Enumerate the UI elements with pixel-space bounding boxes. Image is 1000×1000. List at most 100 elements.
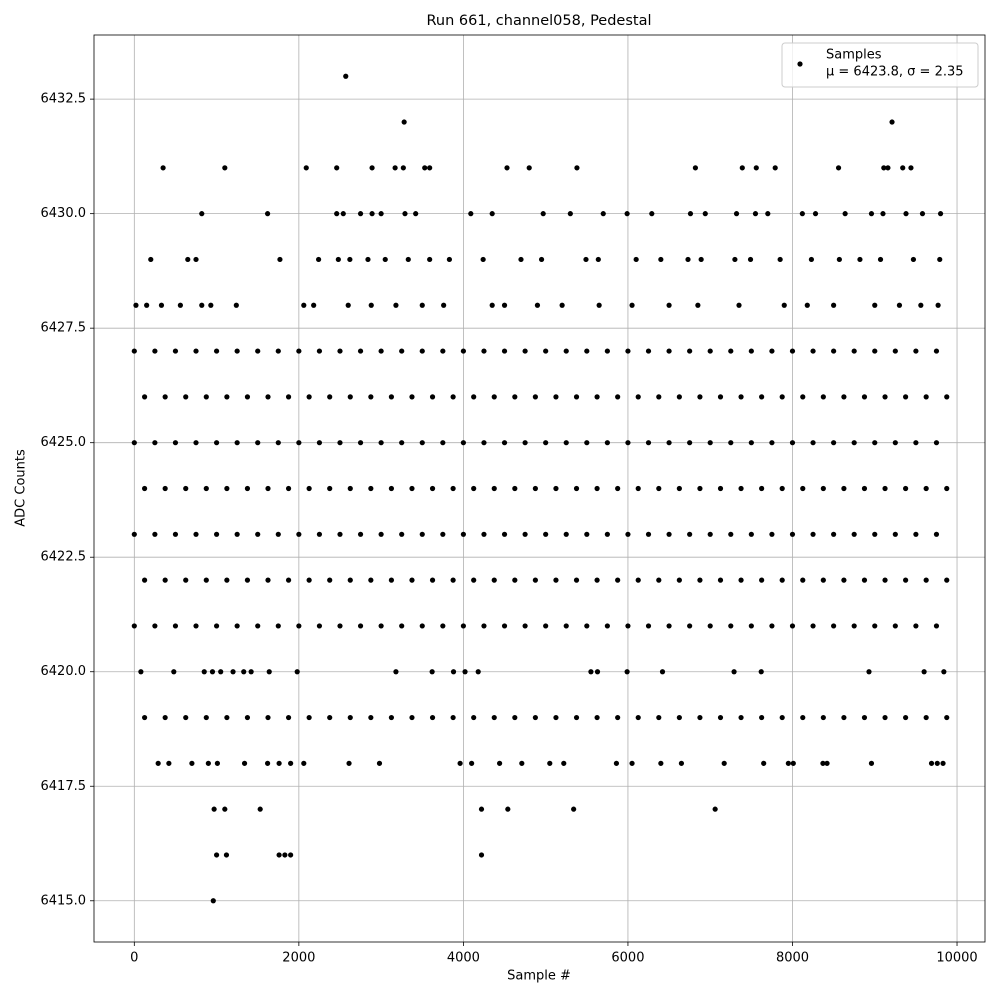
- data-point: [419, 348, 425, 354]
- data-point: [685, 256, 691, 263]
- data-point: [306, 577, 312, 583]
- data-point: [224, 714, 230, 721]
- data-point: [471, 485, 477, 492]
- data-point: [658, 760, 664, 766]
- data-point: [559, 302, 565, 308]
- data-point: [413, 211, 419, 217]
- data-point: [244, 714, 251, 721]
- data-point: [480, 256, 486, 263]
- data-point: [918, 302, 924, 308]
- data-point: [491, 577, 497, 583]
- data-point: [903, 577, 909, 583]
- data-point: [255, 623, 261, 629]
- data-point: [697, 577, 703, 583]
- data-point: [736, 302, 742, 308]
- data-point: [877, 256, 884, 263]
- data-point: [471, 714, 477, 721]
- data-point: [469, 760, 475, 766]
- data-point: [193, 623, 199, 629]
- data-point: [759, 714, 765, 721]
- data-point: [697, 394, 703, 400]
- data-point: [543, 348, 549, 354]
- data-point: [738, 577, 744, 583]
- data-point: [747, 256, 754, 263]
- data-point: [429, 394, 436, 400]
- data-point: [316, 256, 322, 263]
- data-point: [659, 669, 666, 675]
- data-point: [141, 394, 148, 400]
- data-point: [625, 348, 631, 354]
- data-point: [440, 440, 446, 446]
- data-point: [265, 394, 271, 400]
- data-point: [835, 165, 842, 171]
- data-point: [656, 577, 662, 583]
- data-point: [489, 211, 495, 217]
- data-point: [656, 394, 662, 400]
- data-point: [604, 348, 610, 354]
- data-point: [496, 760, 503, 766]
- data-point: [561, 760, 567, 766]
- data-point: [172, 348, 179, 354]
- data-point: [941, 669, 947, 675]
- data-point: [327, 394, 333, 400]
- data-point: [265, 485, 271, 492]
- data-point: [462, 669, 468, 675]
- data-point: [172, 623, 179, 629]
- data-point: [759, 577, 765, 583]
- data-point: [419, 302, 425, 308]
- data-point: [882, 714, 888, 721]
- data-point: [131, 440, 137, 446]
- data-point: [166, 760, 172, 766]
- data-point: [717, 485, 724, 492]
- data-point: [275, 440, 281, 446]
- legend-box: [781, 42, 979, 88]
- data-point: [702, 211, 708, 217]
- data-point: [177, 302, 183, 308]
- grid: [94, 35, 985, 942]
- data-point: [534, 302, 541, 308]
- data-point: [489, 302, 495, 308]
- data-point: [695, 302, 701, 308]
- data-point: [666, 302, 672, 308]
- data-point: [882, 485, 888, 492]
- data-point: [935, 302, 941, 308]
- data-point: [378, 623, 384, 629]
- data-point: [327, 714, 333, 721]
- data-point: [584, 623, 590, 629]
- data-point: [584, 348, 590, 354]
- data-point: [440, 623, 446, 629]
- data-point: [213, 531, 220, 537]
- data-point: [785, 760, 791, 766]
- data-point: [522, 531, 528, 537]
- plot-frame: [93, 34, 986, 943]
- data-point: [450, 714, 456, 721]
- data-point: [152, 531, 158, 537]
- data-point: [419, 623, 425, 629]
- data-point: [594, 485, 600, 492]
- data-point: [645, 623, 652, 629]
- data-point: [596, 302, 602, 308]
- x-tick-label: 10000: [936, 951, 977, 966]
- data-point: [944, 394, 950, 400]
- data-point: [728, 531, 734, 537]
- data-point: [872, 440, 878, 446]
- data-point: [475, 669, 481, 675]
- data-point: [889, 119, 895, 125]
- x-tick-label: 6000: [611, 951, 644, 966]
- data-point: [841, 577, 847, 583]
- data-point: [183, 577, 189, 583]
- data-point: [241, 669, 247, 675]
- data-point: [532, 394, 538, 400]
- data-point: [831, 623, 837, 629]
- data-point: [748, 440, 754, 446]
- data-point: [409, 394, 415, 400]
- data-point: [769, 348, 775, 354]
- data-point: [649, 211, 655, 217]
- data-point: [903, 485, 909, 492]
- data-point: [501, 348, 508, 354]
- data-point: [189, 760, 195, 766]
- data-point: [588, 669, 594, 675]
- data-point: [209, 669, 216, 675]
- data-point: [820, 714, 826, 721]
- data-point: [368, 394, 374, 400]
